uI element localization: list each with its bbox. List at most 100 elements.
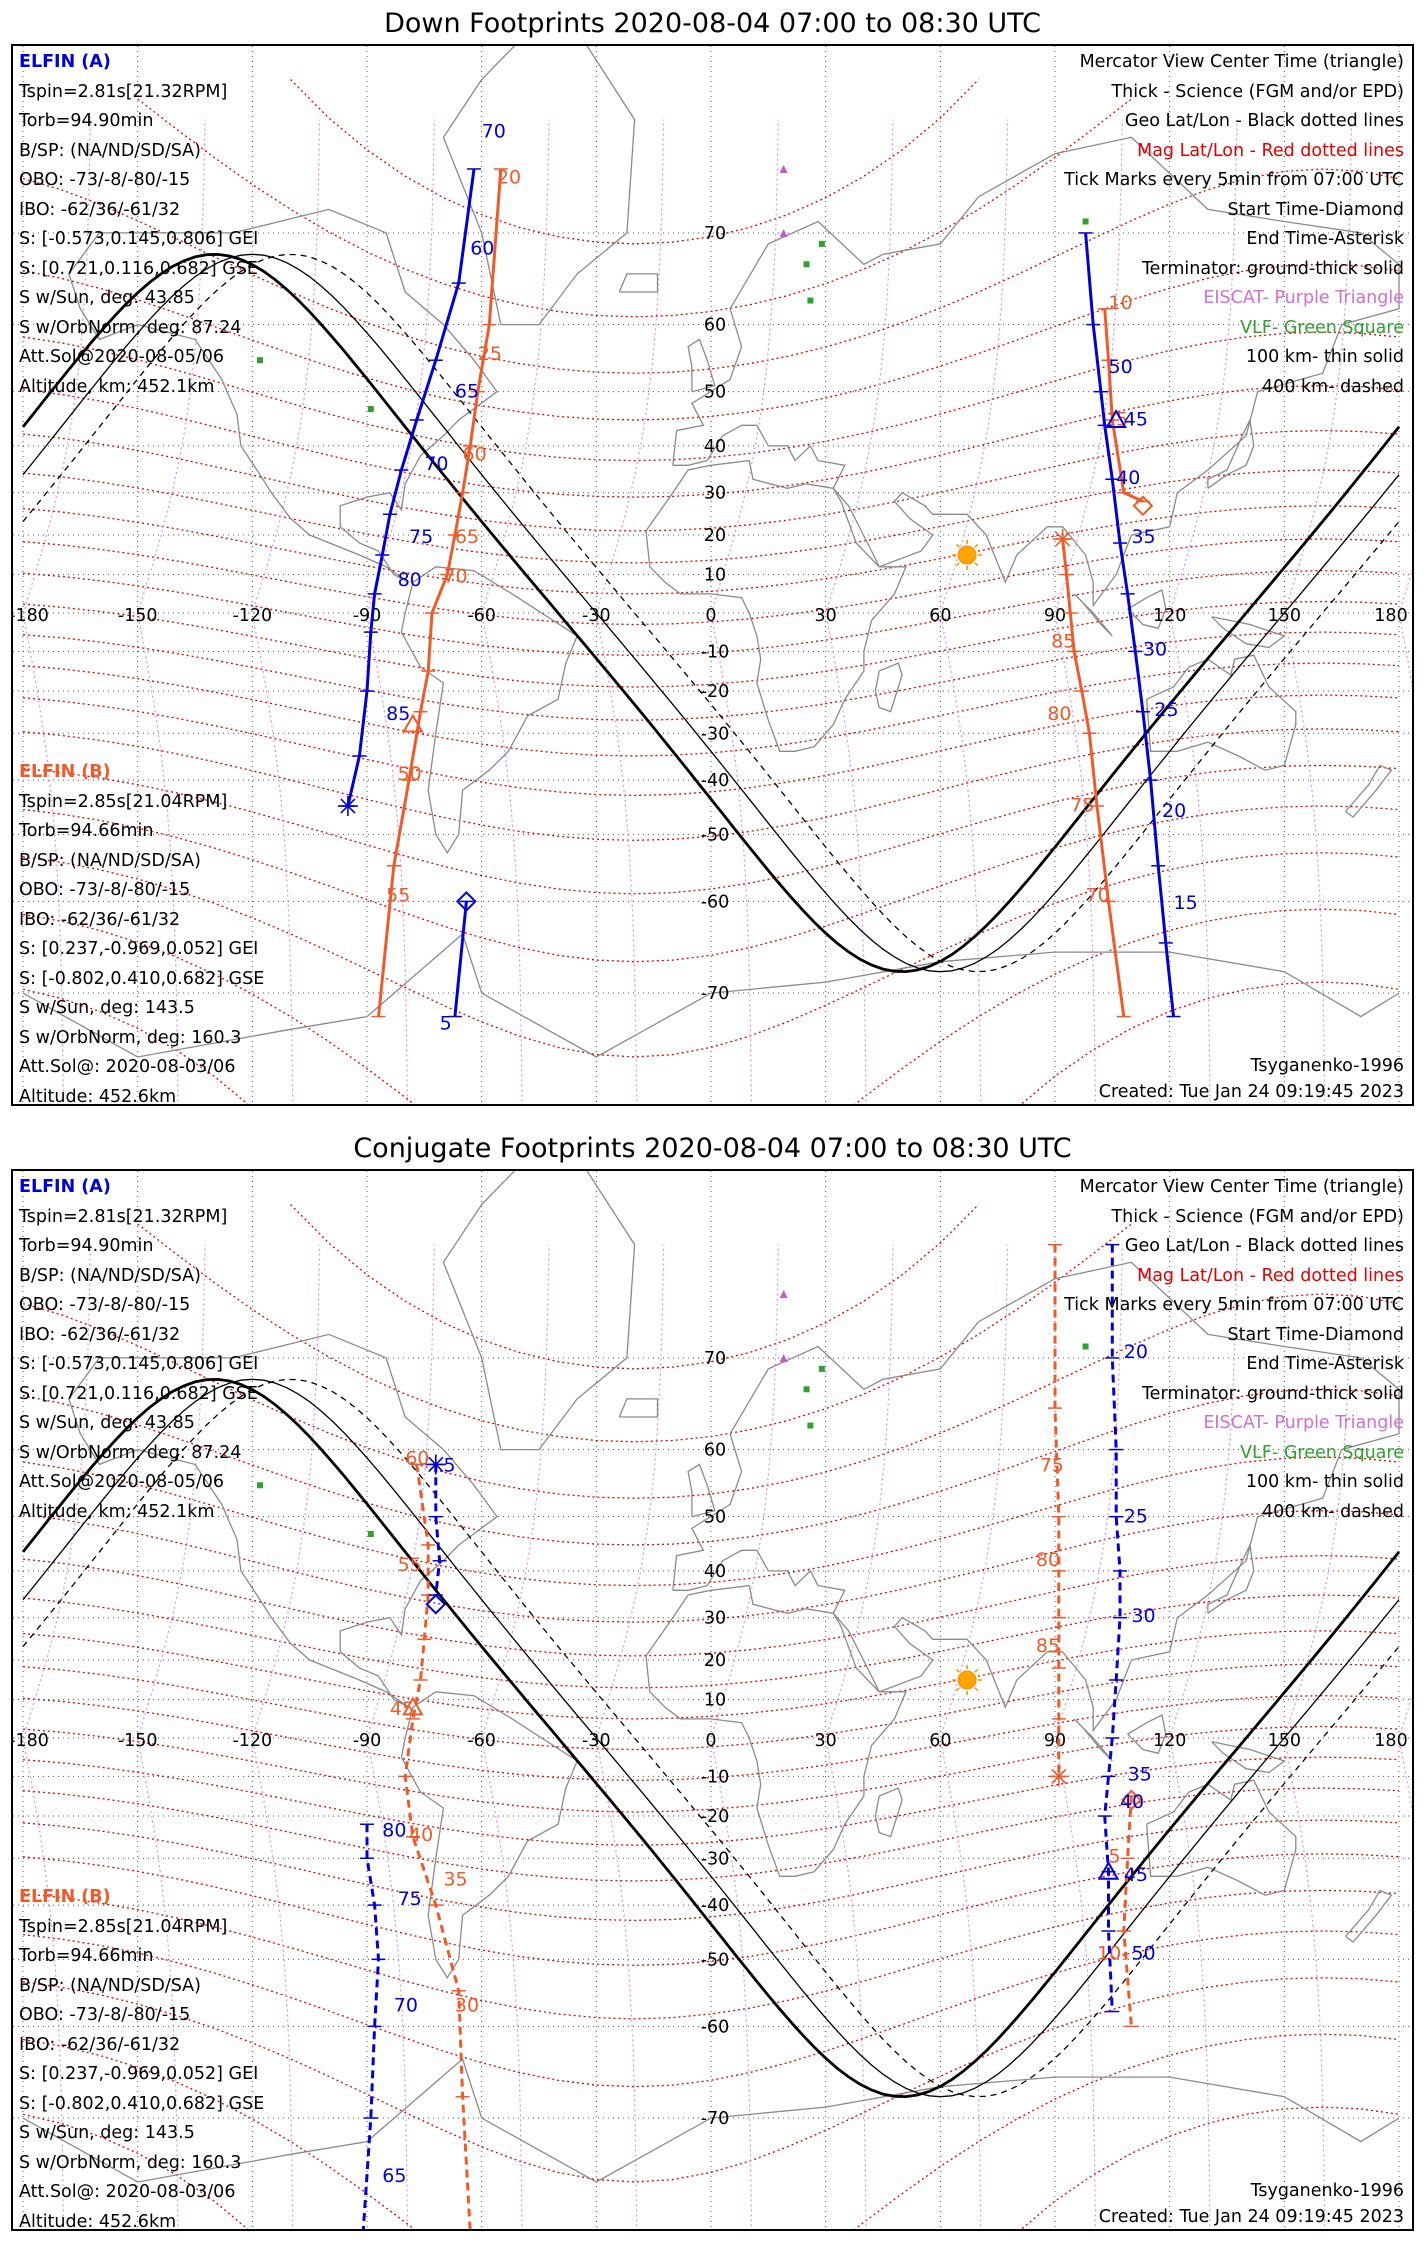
- elfin-a-time-label: 60: [470, 237, 494, 259]
- mag-lon-line: [138, 1244, 206, 2229]
- elfin-b-time-label: 20: [497, 166, 521, 188]
- elfin-a-time-label: 30: [1143, 638, 1167, 660]
- elfin-b-track: [403, 1464, 472, 2229]
- elfin-a-time-label: 75: [398, 1888, 422, 1910]
- elfin-a-info-line: S w/OrbNorm, deg: 87.24: [19, 317, 242, 338]
- elfin-a-info-line: S w/Sun, deg: 43.85: [19, 288, 195, 308]
- coastline: [874, 662, 903, 713]
- elfin-a-info-line: B/SP: (NA/ND/SD/SA): [19, 1265, 201, 1286]
- elfin-b-time-label: 35: [443, 1869, 467, 1891]
- center-triangle: [1097, 1860, 1120, 1880]
- lon-tick-label: -150: [118, 606, 158, 626]
- mag-lat-line: [22, 1819, 1400, 1922]
- elfin-a-info-line: OBO: -73/-8/-80/-15: [19, 1295, 191, 1315]
- elfin-a-time-label: 25: [1124, 1506, 1148, 1528]
- mag-lat-line: [137, 98, 1132, 318]
- coastline: [1207, 417, 1255, 489]
- elfin-a-time-label: 65: [382, 2165, 406, 2187]
- lat-tick-label: 70: [704, 1349, 726, 1369]
- lon-tick-label: -150: [118, 1731, 158, 1751]
- elfin-a-track: [453, 901, 468, 1017]
- elfin-b-time-label: 30: [455, 1995, 479, 2017]
- lon-tick-label: -120: [232, 606, 272, 626]
- elfin-a-info: ELFIN (A) Tspin=2.81s[21.32RPM] Torb=94.90…: [19, 1173, 258, 1527]
- elfin-b-info-line: Altitude: 452.6km: [19, 2211, 177, 2231]
- elfin-b-title: ELFIN (B): [19, 762, 111, 782]
- start-diamond: [1121, 1789, 1142, 1811]
- legend-item: Tick Marks every 5min from 07:00 UTC: [1064, 1295, 1404, 1315]
- legend-item: Thick - Science (FGM and/or EPD): [1111, 1206, 1404, 1227]
- coastline: [400, 1691, 579, 1980]
- elfin-a-info-line: S: [0.721,0.116,0.682] GSE: [19, 1383, 258, 1404]
- elfin-a-info-line: Torb=94.90min: [19, 111, 154, 131]
- lat-tick-label: -30: [701, 1849, 730, 1869]
- elfin-a-time-label: 5: [440, 1012, 452, 1034]
- end-asterisk: [1048, 1766, 1069, 1787]
- lon-tick-label: 180: [1374, 606, 1407, 626]
- created-label: Created: Tue Jan 24 09:19:45 2023: [1098, 2207, 1404, 2227]
- mag-lon-line: [826, 1244, 894, 2229]
- coastline: [1073, 1718, 1113, 1762]
- lon-tick-label: 180: [1374, 1731, 1407, 1751]
- mag-lat-line: [22, 1554, 1400, 1657]
- mag-lon-line: [253, 119, 321, 1104]
- elfin-b-info-line: S: [0.237,-0.969,0.052] GEI: [19, 2064, 259, 2084]
- mag-lat-line: [22, 764, 1400, 895]
- lon-tick-label: -120: [232, 1731, 272, 1751]
- mag-lat-line: [22, 570, 1400, 656]
- mag-lon-line: [367, 119, 435, 1104]
- mag-lat-line: [22, 694, 1400, 797]
- vlf-square: [807, 297, 814, 304]
- mag-lat-line: [22, 263, 1400, 421]
- lon-tick-label: 120: [1153, 1731, 1186, 1751]
- legend: Mercator View Center Time (triangle) Thic…: [1064, 48, 1404, 402]
- coastline: [618, 273, 659, 293]
- end-asterisk: [425, 1454, 446, 1475]
- elfin-b-track: [1061, 538, 1126, 1017]
- lon-tick-label: 60: [929, 1731, 951, 1751]
- lat-tick-label: 10: [704, 1691, 726, 1711]
- lon-tick-label: 0: [705, 606, 716, 626]
- elfin-a-time-label: 70: [394, 1995, 418, 2017]
- elfin-a-time-label: 40: [1116, 467, 1140, 489]
- lon-tick-label: 30: [815, 1731, 837, 1751]
- model-label: Tsyganenko-1996: [1250, 2181, 1404, 2201]
- elfin-b-info-line: S: [0.237,-0.969,0.052] GEI: [19, 939, 259, 959]
- coastline: [1073, 593, 1113, 637]
- vlf-square: [367, 405, 374, 412]
- elfin-a-time-label: 70: [424, 453, 448, 475]
- lat-tick-label: 20: [704, 526, 726, 546]
- elfin-b-info-line: Altitude: 452.6km: [19, 1086, 177, 1106]
- elfin-b-info-line: OBO: -73/-8/-80/-15: [19, 2005, 191, 2025]
- mag-lat-line: [22, 1456, 1400, 1587]
- mag-lat-line: [22, 805, 1400, 963]
- legend-item: Geo Lat/Lon - Black dotted lines: [1124, 1236, 1404, 1256]
- created-label: Created: Tue Jan 24 09:19:45 2023: [1098, 1082, 1404, 1102]
- mag-lon-line: [1285, 1244, 1353, 2229]
- lat-tick-label: 50: [704, 383, 726, 403]
- center-triangle: [1105, 408, 1127, 428]
- start-diamond: [1132, 495, 1154, 517]
- coastline: [1211, 1741, 1286, 1774]
- elfin-b-time-label: 85: [1036, 1635, 1060, 1657]
- elfin-a-time-label: 35: [1128, 1763, 1152, 1785]
- lat-tick-label: -30: [701, 724, 730, 744]
- lon-tick-label: 60: [929, 606, 951, 626]
- elfin-b-time-label: 5: [1116, 408, 1128, 430]
- coastline: [645, 1584, 907, 1877]
- panel-title: Conjugate Footprints 2020-08-04 07:00 to…: [353, 1133, 1072, 1164]
- elfin-a-info-line: S: [-0.573,0.145,0.806] GEI: [19, 1354, 259, 1374]
- lat-tick-label: -40: [701, 1896, 730, 1916]
- legend-item: Terminator: ground-thick solid: [1141, 258, 1404, 279]
- lon-tick-label: 90: [1044, 1731, 1066, 1751]
- vlf-square: [256, 1482, 263, 1489]
- elfin-b-time-label: 80: [1047, 703, 1071, 725]
- elfin-a-track: [434, 1464, 442, 1596]
- lat-tick-label: 70: [704, 224, 726, 244]
- lat-tick-label: 10: [704, 566, 726, 586]
- eiscat-triangle: [779, 164, 788, 173]
- lat-tick-label: -50: [701, 1950, 730, 1970]
- start-diamond: [455, 890, 477, 912]
- elfin-b-time-label: 25: [478, 343, 502, 365]
- mag-lon-line: [711, 119, 779, 1104]
